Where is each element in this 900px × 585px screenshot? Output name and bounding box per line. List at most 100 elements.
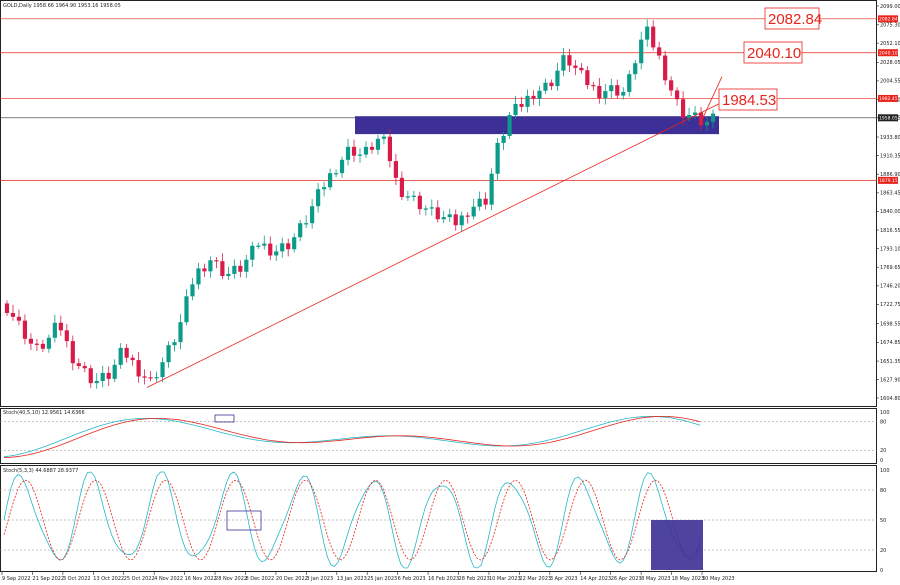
candle-body [316, 189, 321, 207]
candle-body [621, 91, 626, 96]
candle-body [381, 136, 387, 139]
candle-body [214, 260, 219, 262]
candle-body [82, 366, 87, 369]
candle-body [399, 177, 404, 197]
candle-body [268, 243, 273, 256]
price-flag [878, 94, 898, 102]
candle-body [603, 91, 608, 99]
date-tick-label: 26 Apr 2023 [611, 576, 642, 582]
candle-body [567, 55, 572, 66]
date-tick-label: 10 Mar 2023 [489, 576, 521, 582]
date-tick-label: 16 Nov 2022 [185, 576, 217, 582]
price-axis: 2099.002075.302052.102028.052004.551981.… [876, 4, 900, 402]
candle-body [519, 103, 524, 107]
candle-body [298, 223, 303, 238]
price-panel [0, 0, 877, 407]
candle-body [447, 214, 452, 218]
candle-body [351, 146, 357, 156]
candle-body [70, 341, 75, 364]
date-tick-label: 13 Oct 2022 [93, 576, 124, 582]
price-tick-label: 1698.55 [880, 321, 900, 327]
candle-body [471, 206, 476, 217]
candle-body [94, 380, 99, 384]
price-tick-label: 2099.00 [880, 4, 900, 10]
price-flag [878, 15, 898, 23]
candle-body [453, 214, 458, 226]
support-zone [355, 116, 719, 135]
price-tick-label: 2004.55 [880, 79, 900, 85]
date-tick-label: 6 Feb 2023 [398, 576, 426, 582]
candle-body [280, 243, 285, 252]
candle-body [615, 85, 620, 96]
date-tick-label: 8 May 2023 [641, 576, 670, 582]
candle-body [10, 312, 16, 317]
candle-body [28, 338, 34, 344]
candle-body [292, 237, 297, 250]
date-tick-label: 3 Jan 2023 [306, 576, 333, 582]
date-tick-label: 21 Sep 2022 [32, 576, 64, 582]
osc-tick-label: 0 [880, 568, 883, 574]
osc-tick-label: 50 [880, 518, 886, 524]
candle-body [585, 70, 590, 86]
stoch-fast-lines: 100 80 50 20 0 [0, 468, 890, 574]
candle-body [543, 82, 548, 91]
candle-body [507, 114, 512, 136]
stoch-slow-main [3, 415, 701, 458]
price-tick-label: 1674.85 [880, 340, 900, 346]
candle-body [88, 368, 93, 384]
price-tick-label: 1863.45 [880, 191, 900, 197]
date-tick-label: 16 Feb 2023 [428, 576, 459, 582]
date-tick-label: 8 Dec 2022 [245, 576, 274, 582]
osc-tick-label: 20 [880, 448, 886, 454]
candle-body [651, 26, 656, 48]
date-tick-label: 3 Oct 2022 [63, 576, 91, 582]
candle-body [220, 261, 225, 277]
candle-body [555, 70, 560, 87]
candle-body [178, 322, 183, 343]
candle-body [561, 55, 566, 71]
candle-body [686, 114, 692, 119]
candle-body [465, 215, 470, 217]
symbol-label: GOLD,Daily 1958.66 1964.90 1953.16 1958.… [3, 3, 121, 9]
date-tick-label: 20 Dec 2022 [276, 576, 308, 582]
candle-body [238, 265, 243, 272]
candle-body [310, 206, 315, 224]
candle-body [692, 112, 698, 115]
candle-body [100, 372, 105, 381]
candle-body [669, 80, 674, 91]
candle-body [441, 217, 446, 220]
candle-body [4, 303, 10, 313]
date-tick-label: 28 Feb 2023 [459, 576, 490, 582]
price-tick-label: 1769.65 [880, 265, 900, 271]
candle-body [459, 215, 464, 226]
candle-body [495, 142, 500, 174]
stoch-slow-label: Stoch(40,5,10) 12.9561 14.6366 [3, 410, 85, 416]
trendline [146, 90, 746, 388]
stoch-fast-label: Stoch(5,3,3) 44.6887 28.9377 [3, 468, 78, 474]
candle-body [286, 243, 291, 250]
candle-body [549, 82, 554, 87]
candle-body [304, 223, 309, 225]
candle-body [34, 343, 40, 345]
candle-body [339, 159, 345, 174]
date-tick-label: 28 Nov 2022 [215, 576, 247, 582]
candle-body [46, 337, 51, 349]
candle-body [387, 136, 393, 162]
candle-body [435, 207, 440, 220]
candle-body [537, 90, 542, 99]
candle-body [483, 198, 488, 205]
level-mid-text: 2040.10 [747, 45, 801, 62]
candle-body [327, 173, 333, 188]
candle-body [597, 85, 602, 99]
stoch-fast-panel [0, 465, 877, 572]
candle-body [244, 259, 249, 272]
stoch-slow-highlight [214, 414, 235, 423]
osc-tick-label: 0 [880, 458, 883, 464]
candle-body [136, 360, 141, 377]
candle-body [363, 146, 369, 155]
price-flag-label: 1958.05 [879, 116, 898, 122]
price-tick-label: 1933.80 [880, 135, 900, 141]
candle-body [698, 112, 704, 126]
candle-body [423, 208, 428, 210]
